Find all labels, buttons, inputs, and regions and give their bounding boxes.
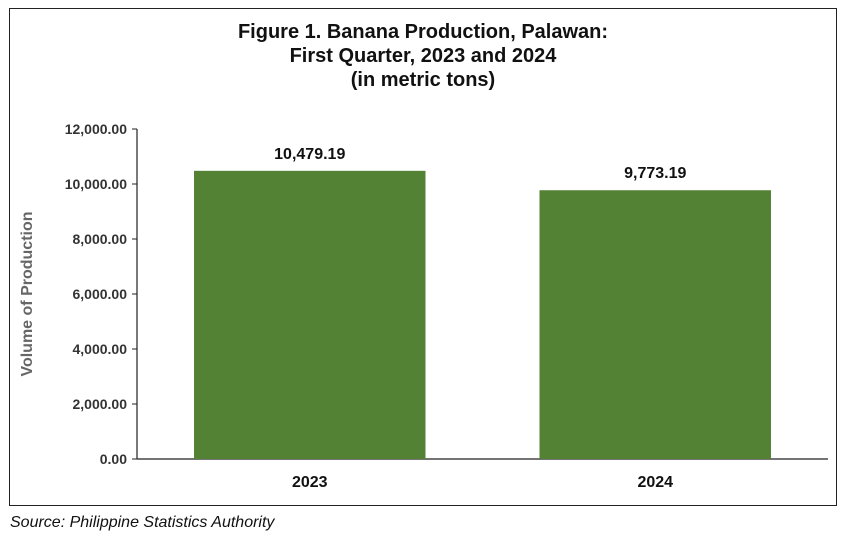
bar-2023 xyxy=(194,170,426,460)
bar-chart: 0.00 2,000.00 4,000.00 6,000.00 8,000.00 10,0… xyxy=(19,121,828,491)
chart-frame: Figure 1. Banana Production, Palawan: Fi… xyxy=(9,8,837,506)
data-label-2024: 9,773.19 xyxy=(624,165,686,182)
y-tick-label: 12,000.00 xyxy=(65,121,127,137)
y-tick-label: 2,000.00 xyxy=(73,396,128,412)
x-tick-label-2024: 2024 xyxy=(637,474,673,491)
source-note: Source: Philippine Statistics Authority xyxy=(10,514,275,531)
y-axis-title: Volume of Production xyxy=(19,211,36,376)
y-tick-label: 4,000.00 xyxy=(73,341,128,357)
bar-2024 xyxy=(539,190,771,459)
y-tick-label: 10,000.00 xyxy=(65,176,127,192)
y-tick-label: 6,000.00 xyxy=(73,286,128,302)
y-tick-label: 8,000.00 xyxy=(73,231,128,247)
y-tick-label: 0.00 xyxy=(100,451,127,467)
data-label-2023: 10,479.19 xyxy=(274,146,345,163)
chart-title-line-3: (in metric tons) xyxy=(350,69,496,91)
chart-title-line-1: Figure 1. Banana Production, Palawan: xyxy=(237,21,609,43)
x-tick-label-2023: 2023 xyxy=(292,474,328,491)
chart-title-line-2: First Quarter, 2023 and 2024 xyxy=(289,45,557,67)
